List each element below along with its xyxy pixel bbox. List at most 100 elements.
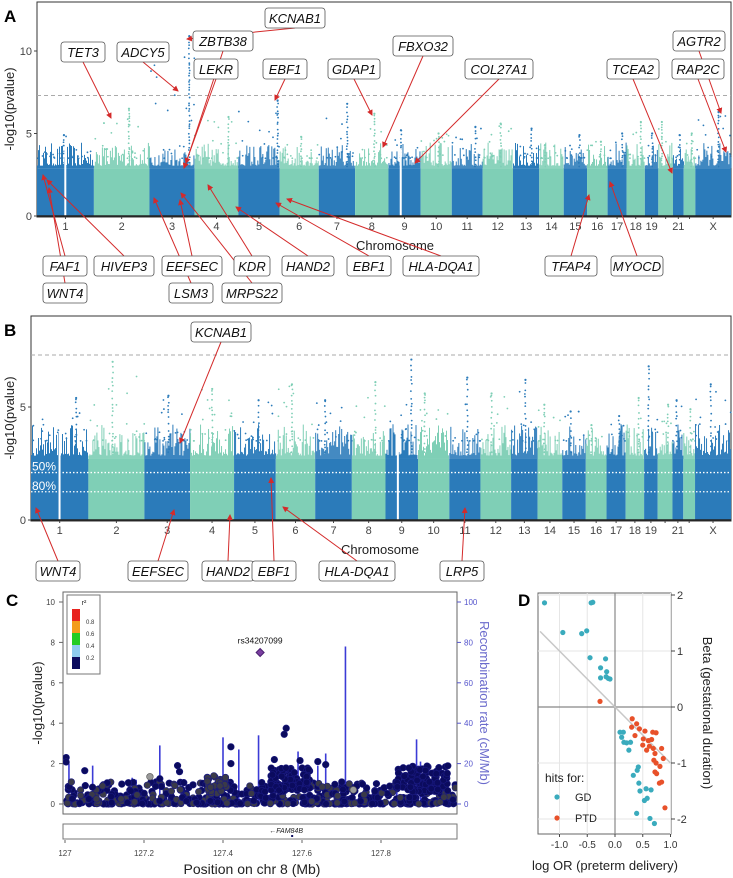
manhattan-peak-point bbox=[300, 135, 303, 138]
manhattan-point bbox=[52, 153, 55, 156]
snp-point bbox=[322, 761, 330, 769]
point-ptd bbox=[653, 730, 659, 736]
manhattan-point bbox=[461, 138, 464, 141]
manhattan-point bbox=[329, 412, 332, 415]
manhattan-point bbox=[423, 435, 426, 437]
manhattan-point bbox=[211, 451, 214, 454]
chromosome-16 bbox=[586, 140, 609, 216]
manhattan-point bbox=[578, 438, 581, 441]
legend-break-label: 0.2 bbox=[86, 656, 95, 662]
manhattan-point bbox=[698, 157, 700, 159]
manhattan-point bbox=[466, 388, 469, 391]
plot-frame bbox=[62, 591, 458, 815]
gene-label-box bbox=[544, 255, 598, 277]
manhattan-point bbox=[373, 117, 376, 120]
manhattan-point bbox=[127, 125, 130, 128]
y-axis-label: -log10(pvalue) bbox=[2, 67, 17, 150]
manhattan-point bbox=[657, 128, 660, 130]
manhattan-point bbox=[268, 130, 270, 133]
manhattan-point bbox=[689, 411, 692, 413]
manhattan-point bbox=[373, 153, 376, 155]
manhattan-point bbox=[661, 163, 663, 165]
point-gd bbox=[641, 797, 648, 804]
manhattan-point bbox=[111, 365, 114, 368]
manhattan-point bbox=[264, 157, 267, 160]
manhattan-point bbox=[544, 147, 547, 149]
manhattan-point bbox=[383, 405, 386, 408]
manhattan-point bbox=[299, 160, 302, 163]
manhattan-point bbox=[524, 425, 527, 427]
manhattan-point bbox=[544, 165, 547, 168]
manhattan-point bbox=[640, 127, 642, 130]
gene-label-text: HLA-DQA1 bbox=[324, 564, 389, 579]
manhattan-point bbox=[676, 155, 679, 157]
manhattan-point bbox=[618, 432, 621, 435]
manhattan-point bbox=[116, 122, 118, 125]
chromosome-21 bbox=[671, 399, 684, 520]
manhattan-point bbox=[208, 407, 211, 410]
chromosome-11 bbox=[451, 125, 483, 216]
manhattan-point bbox=[530, 163, 533, 165]
manhattan-point bbox=[499, 126, 502, 129]
manhattan-point bbox=[466, 420, 469, 423]
manhattan-point bbox=[235, 142, 237, 145]
y2-tick-label: 100 bbox=[464, 598, 478, 607]
manhattan-point bbox=[405, 403, 408, 406]
snp-point bbox=[118, 780, 126, 788]
chromosome-X bbox=[695, 110, 732, 216]
manhattan-point bbox=[637, 442, 640, 445]
snp-point bbox=[305, 765, 313, 774]
manhattan-point bbox=[648, 446, 650, 449]
manhattan-point bbox=[600, 165, 603, 168]
manhattan-point bbox=[639, 130, 642, 133]
manhattan-point bbox=[374, 419, 376, 421]
snp-point bbox=[206, 797, 214, 805]
manhattan-point bbox=[661, 155, 663, 158]
manhattan-point bbox=[717, 158, 720, 161]
x-tick-label: 19 bbox=[645, 221, 657, 233]
manhattan-point bbox=[68, 157, 71, 159]
snp-point bbox=[140, 789, 148, 797]
manhattan-point bbox=[717, 149, 719, 152]
manhattan-point bbox=[193, 57, 196, 60]
manhattan-point bbox=[454, 154, 456, 156]
manhattan-point bbox=[350, 439, 353, 442]
manhattan-point bbox=[543, 154, 546, 157]
manhattan-point bbox=[258, 436, 260, 438]
manhattan-point bbox=[638, 445, 640, 448]
x-tick-label: 7 bbox=[330, 525, 336, 537]
y2-tick-label: 20 bbox=[464, 760, 473, 769]
manhattan-point bbox=[323, 443, 326, 446]
manhattan-point bbox=[621, 150, 624, 152]
manhattan-point bbox=[166, 109, 169, 112]
manhattan-point bbox=[490, 444, 493, 447]
manhattan-point bbox=[478, 156, 481, 159]
manhattan-point bbox=[326, 431, 329, 434]
manhattan-point bbox=[276, 165, 279, 168]
manhattan-point bbox=[570, 423, 572, 425]
manhattan-point bbox=[355, 431, 357, 434]
manhattan-point bbox=[610, 433, 613, 436]
manhattan-point bbox=[155, 76, 158, 79]
gene-label-box bbox=[318, 560, 396, 582]
manhattan-point bbox=[474, 159, 477, 162]
manhattan-point bbox=[127, 142, 130, 145]
manhattan-point bbox=[474, 163, 477, 166]
manhattan-point bbox=[462, 147, 464, 150]
manhattan-point bbox=[524, 413, 526, 415]
snp-point bbox=[282, 724, 290, 732]
manhattan-point bbox=[689, 438, 692, 441]
manhattan-point bbox=[538, 148, 541, 151]
manhattan-point bbox=[364, 156, 366, 159]
manhattan-point bbox=[228, 399, 230, 402]
x-tick-label: 5 bbox=[252, 525, 258, 537]
manhattan-point bbox=[717, 127, 720, 130]
manhattan-point bbox=[651, 156, 654, 159]
manhattan-point bbox=[522, 157, 525, 160]
manhattan-point bbox=[694, 157, 697, 160]
annotation-arrow bbox=[35, 507, 59, 562]
manhattan-point bbox=[163, 438, 166, 441]
snp-point bbox=[133, 791, 141, 799]
manhattan-point bbox=[628, 435, 631, 438]
